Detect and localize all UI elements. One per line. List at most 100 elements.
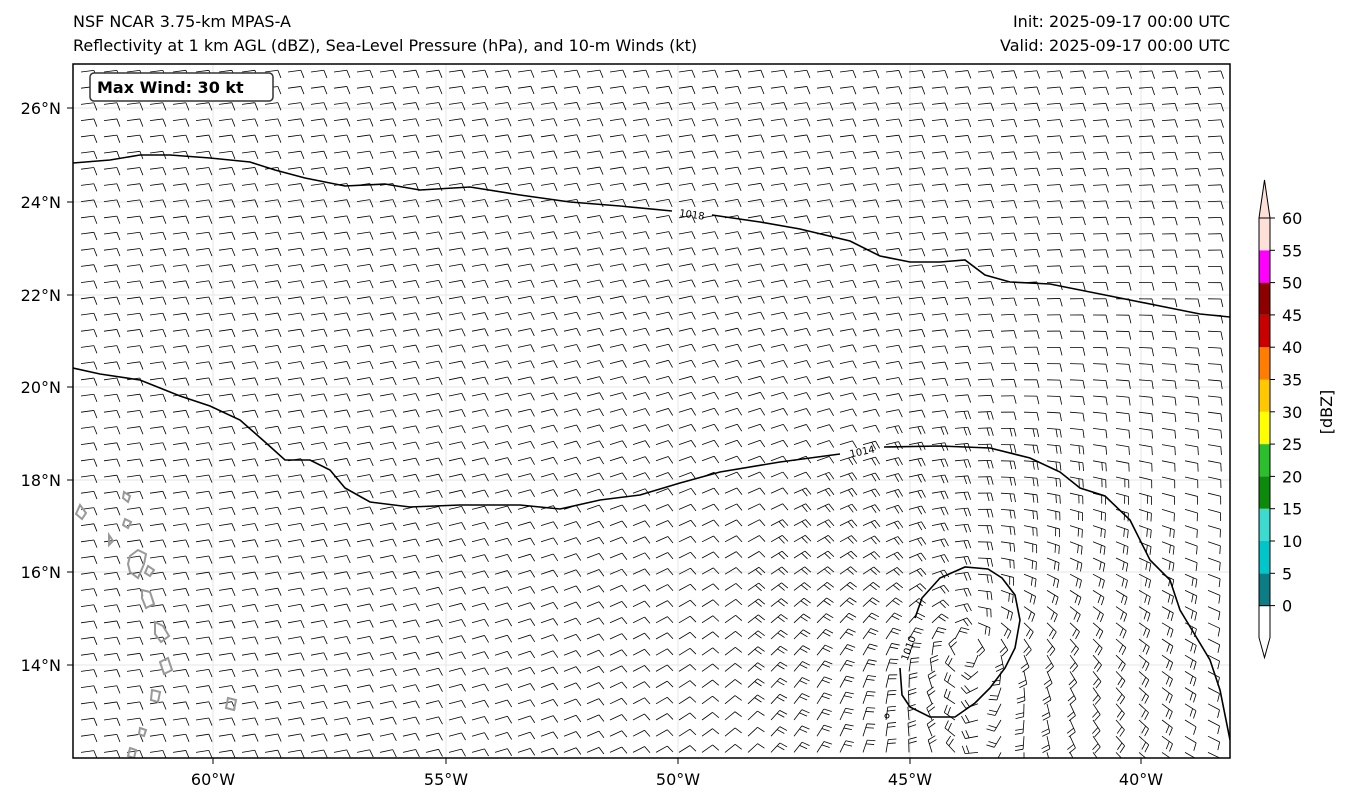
wind-barb <box>103 150 121 160</box>
wind-barb <box>1069 492 1084 505</box>
wind-barb <box>218 296 236 305</box>
wind-barb <box>1023 135 1041 144</box>
wind-barb <box>517 748 536 756</box>
init-time: Init: 2025-09-17 00:00 UTC <box>1012 12 1230 31</box>
wind-barb <box>448 716 466 725</box>
wind-barb <box>977 492 994 502</box>
wind-barb <box>724 247 742 256</box>
wind-barb <box>172 102 190 111</box>
wind-barb <box>1161 654 1174 671</box>
wind-barb <box>632 584 651 592</box>
wind-barb <box>701 535 720 543</box>
wind-barb <box>1000 590 1014 604</box>
wind-barb <box>195 507 213 516</box>
wind-barb <box>494 85 512 95</box>
wind-barb <box>862 360 880 369</box>
wind-barb <box>678 247 696 256</box>
wind-barb <box>770 726 788 737</box>
wind-barb <box>770 535 789 544</box>
wind-barb <box>632 408 650 416</box>
wind-barb <box>839 566 858 575</box>
wind-barb <box>333 749 351 758</box>
wind-barb <box>310 166 328 176</box>
wind-barb <box>816 295 834 305</box>
wind-barb <box>80 571 98 581</box>
wind-barb <box>1115 282 1132 291</box>
wind-barb <box>1184 671 1197 687</box>
wind-barb <box>609 311 627 320</box>
wind-barb <box>1023 119 1041 128</box>
wind-barb <box>540 440 558 449</box>
wind-barb <box>931 599 950 609</box>
wind-barb <box>977 459 994 469</box>
isobar-1010 <box>899 566 1021 718</box>
wind-barb <box>1000 492 1016 503</box>
island-coastline <box>141 588 156 610</box>
wind-barb <box>701 455 720 464</box>
wind-barb <box>1115 687 1126 705</box>
wind-barb <box>494 473 512 482</box>
lat-tick-label: 26°N <box>21 99 61 118</box>
wind-barb <box>609 198 627 208</box>
wind-barb <box>1000 573 1014 586</box>
wind-barb <box>931 183 949 192</box>
wind-barb <box>80 426 98 435</box>
wind-barb <box>770 677 788 688</box>
wind-barb <box>494 102 512 111</box>
wind-barb <box>241 361 259 370</box>
wind-barb <box>80 248 98 257</box>
wind-barb <box>655 648 674 656</box>
wind-barb <box>425 667 443 676</box>
wind-barb <box>149 199 167 208</box>
wind-barb <box>793 311 811 320</box>
wind-barb <box>816 660 833 672</box>
wind-barb <box>264 684 282 694</box>
wind-barb <box>471 247 489 256</box>
wind-barb <box>1161 444 1176 456</box>
wind-barb <box>563 633 582 642</box>
wind-barb <box>448 522 466 530</box>
wind-barb <box>517 521 535 530</box>
wind-barb <box>103 604 121 613</box>
wind-barb <box>402 134 420 143</box>
wind-barb <box>1115 573 1128 589</box>
wind-barb <box>402 635 420 644</box>
wind-barb <box>655 247 673 256</box>
wind-barb <box>586 295 604 304</box>
wind-barb <box>356 749 374 758</box>
wind-barb <box>241 571 259 580</box>
wind-barb <box>586 730 605 738</box>
wind-barb <box>1138 492 1152 505</box>
wind-barb <box>241 215 259 224</box>
wind-barb <box>862 150 880 160</box>
wind-barb <box>908 280 926 289</box>
wind-barb <box>632 85 650 95</box>
wind-barb <box>632 424 651 432</box>
wind-barb <box>908 361 926 370</box>
wind-barb <box>80 231 98 241</box>
wind-barb <box>1115 233 1132 242</box>
wind-barb <box>80 410 98 419</box>
wind-barb <box>448 489 466 498</box>
wind-barb <box>540 473 558 481</box>
wind-barb <box>954 617 973 627</box>
wind-barb <box>402 102 420 111</box>
wind-barb <box>839 118 857 127</box>
wind-barb <box>1207 703 1220 718</box>
wind-barb <box>1207 249 1224 259</box>
wind-barb <box>471 554 489 563</box>
wind-barb <box>1000 86 1018 95</box>
wind-barb <box>609 488 628 497</box>
wind-barb <box>517 424 535 433</box>
wind-barb <box>1184 590 1198 605</box>
wind-barb <box>448 425 466 434</box>
wind-barb <box>241 102 259 111</box>
wind-barb <box>701 583 720 591</box>
wind-barb <box>333 118 351 127</box>
wind-barb <box>402 344 420 353</box>
wind-barb <box>954 216 972 225</box>
wind-barb <box>747 231 765 240</box>
wind-barb <box>103 426 121 435</box>
lat-tick-label: 18°N <box>21 471 61 490</box>
wind-barb <box>977 264 994 274</box>
